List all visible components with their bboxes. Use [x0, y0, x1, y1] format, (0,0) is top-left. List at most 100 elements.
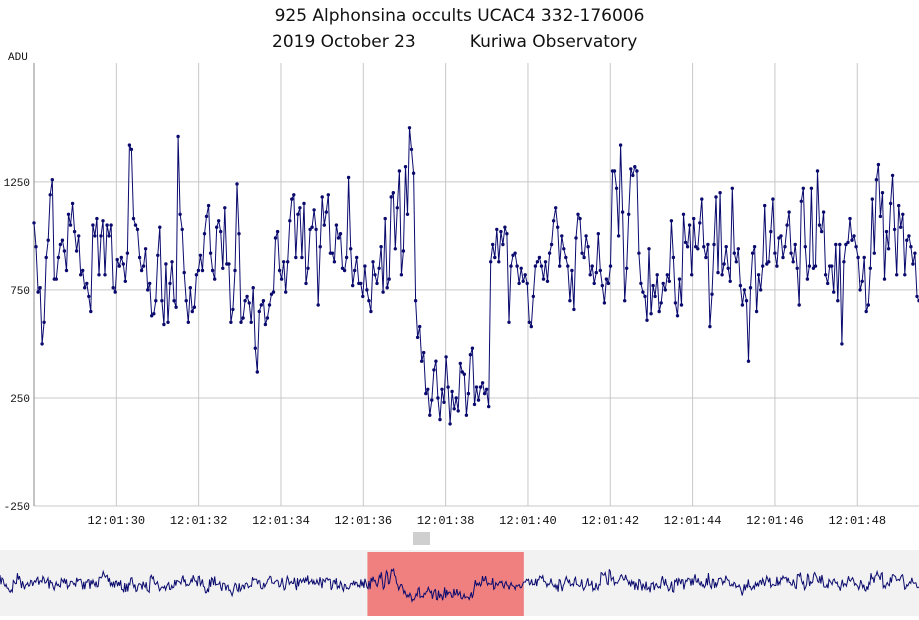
data-point: [551, 219, 556, 223]
data-point: [797, 303, 801, 307]
data-point: [182, 270, 186, 275]
data-point: [482, 391, 487, 396]
data-point: [696, 247, 700, 251]
data-point: [231, 307, 235, 312]
data-point: [759, 288, 763, 292]
data-point: [586, 245, 590, 249]
data-point: [641, 290, 645, 294]
data-point: [40, 342, 44, 346]
data-point: [767, 260, 771, 264]
data-point: [87, 294, 91, 299]
data-point: [545, 279, 550, 283]
data-point: [866, 303, 870, 307]
data-point: [671, 255, 676, 260]
data-point: [263, 322, 268, 327]
data-point: [213, 277, 217, 281]
data-point: [420, 359, 424, 363]
data-point: [208, 251, 213, 255]
data-point: [422, 350, 426, 355]
data-point: [773, 251, 777, 255]
data-point: [298, 206, 302, 210]
data-point: [93, 234, 97, 238]
data-point: [736, 247, 740, 251]
data-point: [777, 236, 781, 240]
scroll-thumb[interactable]: [413, 532, 430, 545]
data-point: [515, 264, 519, 268]
data-point: [312, 208, 316, 212]
data-point: [91, 223, 95, 227]
light-curve-points: [32, 126, 919, 426]
data-point: [578, 216, 582, 221]
data-point: [720, 273, 724, 277]
data-point: [344, 255, 349, 260]
x-tick-label: 12:01:32: [170, 514, 228, 528]
data-point: [476, 398, 481, 402]
data-point: [535, 260, 540, 264]
data-point: [150, 314, 154, 318]
data-point: [361, 294, 365, 299]
data-point: [795, 266, 799, 270]
data-point: [643, 294, 647, 299]
data-point: [497, 260, 501, 264]
data-point: [401, 249, 406, 253]
data-point: [631, 173, 635, 178]
data-point: [334, 223, 339, 227]
data-point: [99, 234, 103, 238]
data-point: [233, 268, 237, 273]
data-point: [572, 307, 576, 312]
data-point: [188, 286, 192, 290]
data-point: [560, 234, 564, 238]
data-point: [566, 264, 570, 268]
data-point: [487, 404, 491, 409]
data-point: [174, 305, 178, 309]
data-point: [826, 281, 830, 286]
data-point: [74, 249, 79, 253]
data-point: [645, 318, 649, 322]
data-point: [387, 277, 391, 281]
data-point: [844, 242, 848, 247]
data-point: [706, 242, 710, 247]
data-point: [752, 245, 757, 249]
data-point: [811, 266, 816, 270]
data-point: [353, 268, 357, 273]
data-point: [235, 182, 239, 186]
data-point: [371, 260, 375, 264]
x-tick-label: 12:01:36: [334, 514, 392, 528]
data-point: [507, 320, 511, 324]
chart-subtitle: 2019 October 23 Kuriwa Observatory: [272, 32, 638, 52]
overview-strip[interactable]: [0, 550, 919, 616]
data-point: [192, 305, 197, 309]
data-point: [868, 266, 872, 270]
overview-selection-window[interactable]: [367, 552, 524, 616]
data-point: [79, 273, 83, 277]
data-point: [72, 229, 77, 234]
data-point: [635, 169, 639, 173]
data-point: [675, 314, 680, 318]
data-point: [296, 212, 300, 216]
data-point: [892, 227, 897, 232]
data-point: [493, 255, 497, 260]
data-point: [665, 273, 669, 277]
data-point: [282, 260, 286, 264]
data-point: [783, 245, 787, 249]
data-point: [838, 242, 842, 247]
data-point: [598, 268, 602, 273]
data-point: [314, 227, 318, 232]
data-point: [596, 232, 600, 236]
data-point: [292, 193, 296, 197]
data-point: [54, 277, 58, 281]
data-point: [330, 251, 335, 255]
data-point: [890, 173, 895, 178]
data-point: [60, 238, 65, 242]
data-point: [62, 249, 67, 253]
data-point: [653, 294, 657, 299]
data-point: [685, 245, 690, 249]
data-point: [430, 398, 434, 402]
data-point: [661, 281, 665, 286]
data-point: [247, 301, 251, 305]
data-point: [349, 247, 353, 251]
data-point: [880, 191, 885, 195]
data-point: [397, 169, 402, 173]
data-point: [698, 221, 702, 225]
